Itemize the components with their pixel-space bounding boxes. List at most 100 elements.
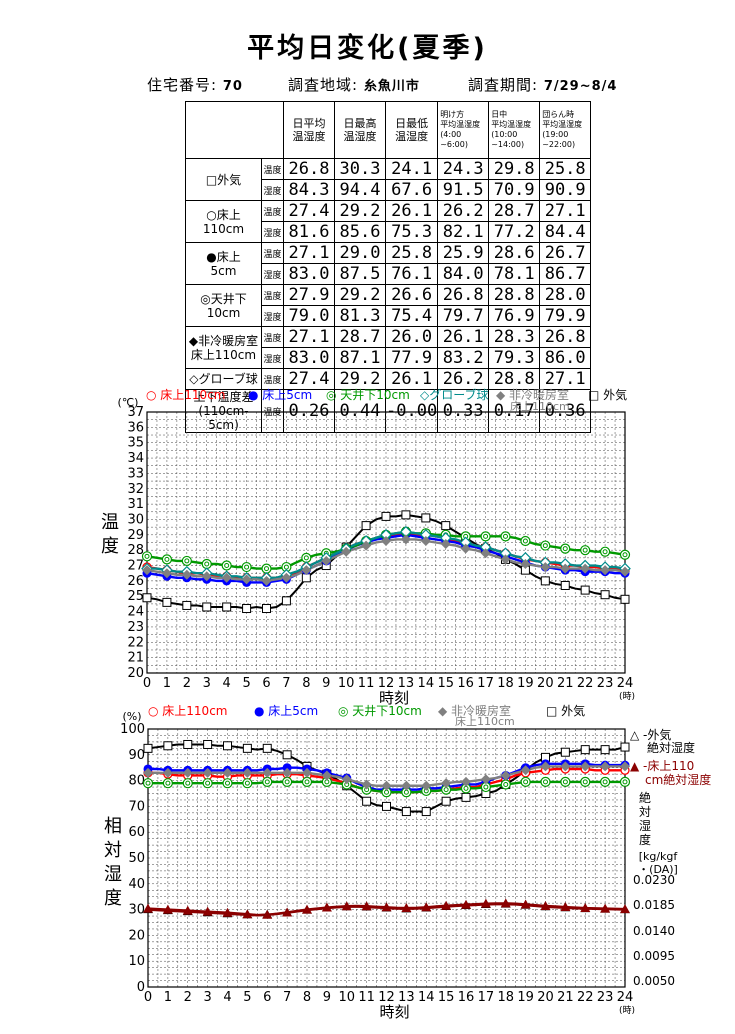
table-cell-temp: 27.9	[283, 284, 335, 306]
hum-y2-unit: [kg/kgf	[639, 850, 679, 863]
temp-y-tick: 24	[127, 605, 144, 620]
marker-shape	[222, 778, 233, 789]
table-cell-temp: 26.1	[384, 368, 439, 390]
marker-shape	[620, 594, 630, 604]
hum-x-tick: 24	[617, 990, 634, 1005]
marker-shape	[301, 565, 312, 576]
temp-series-point-unheated	[440, 539, 451, 550]
marker-shape	[381, 780, 392, 791]
table-cell-hum: 86.0	[539, 347, 592, 369]
table-cell-temp: 28.6	[488, 242, 541, 264]
hum-x-tick: 17	[478, 990, 495, 1005]
hum-y2-tick: 0.0140	[633, 924, 675, 938]
table-cell-temp: 29.8	[488, 158, 541, 180]
table-cell-hum: 70.9	[488, 179, 541, 201]
temp-x-tick: 15	[437, 676, 454, 691]
marker-shape	[262, 776, 273, 787]
table-cell-temp: 26.2	[437, 200, 490, 222]
survey-region: 調査地域: 糸魚川市	[288, 74, 420, 95]
table-cell-hum: 79.9	[539, 305, 592, 327]
hum-x-unit: (時)	[619, 1005, 635, 1016]
temp-series-point-unheated	[480, 548, 491, 559]
marker-shape	[460, 543, 471, 554]
marker-shape	[461, 776, 471, 787]
marker-shape	[284, 779, 290, 785]
marker-shape	[262, 909, 273, 919]
marker-shape	[242, 743, 252, 753]
marker-shape	[321, 770, 332, 781]
legend-unheated-sub: 床上110cm	[510, 400, 570, 413]
hum-series-point-ceiling	[242, 778, 253, 789]
hum-series-point-outdoor	[620, 742, 630, 752]
hum-series-point-abs	[222, 907, 233, 917]
marker-shape	[523, 779, 529, 785]
hum-series-point-ceiling	[600, 776, 611, 787]
marker-shape	[303, 555, 309, 561]
marker-shape	[361, 540, 372, 551]
temp-series-point-ceiling	[580, 545, 591, 556]
hum-series-point-unheated	[480, 774, 491, 785]
hum-series-point-unheated	[182, 767, 193, 778]
hum-x-tick: 6	[263, 990, 271, 1005]
hum-x-tick: 0	[144, 990, 152, 1005]
hum-series-point-ceiling	[619, 776, 631, 787]
marker-shape	[619, 549, 631, 560]
temp-series-point-outdoor	[401, 510, 411, 520]
marker-shape	[540, 562, 551, 573]
marker-shape	[141, 551, 153, 562]
hum-y2-tick: 0.0230	[633, 873, 675, 887]
temp-series-point-unheated	[500, 554, 511, 565]
legend-unheated-hum-sub: 床上110cm	[455, 715, 515, 728]
hum-x-tick: 1	[164, 990, 172, 1005]
temp-x-tick: 0	[143, 676, 151, 691]
hum-x-tick: 21	[557, 990, 574, 1005]
temp-x-label: 時刻	[379, 689, 409, 707]
temp-series-point-outdoor	[381, 511, 391, 521]
hum-x-tick: 18	[497, 990, 514, 1005]
table-cell-temp: 26.8	[539, 326, 592, 348]
temp-series-point-unheated	[520, 558, 531, 569]
hum-x-tick: 19	[517, 990, 534, 1005]
hum-series-point-unheated	[620, 761, 630, 772]
marker-shape	[282, 763, 292, 773]
hum-x-tick: 20	[537, 990, 554, 1005]
marker-shape	[341, 901, 352, 911]
marker-shape	[262, 604, 271, 614]
hum-series-point-unheated	[341, 774, 352, 785]
marker-shape	[540, 900, 551, 910]
hum-x-tick: 9	[323, 990, 331, 1005]
marker-shape	[520, 899, 531, 909]
hum-y-tick: 70	[128, 799, 145, 814]
temp-series-point-unheated	[181, 569, 192, 580]
marker-shape	[582, 779, 588, 785]
marker-shape	[560, 747, 570, 757]
marker-shape	[600, 590, 610, 600]
marker-shape	[480, 898, 491, 908]
table-header-0: 日平均 温湿度	[283, 101, 335, 159]
temp-series-point-unheated	[361, 540, 372, 551]
temp-x-tick: 24	[617, 676, 634, 691]
marker-shape	[361, 521, 371, 531]
temp-series-point-unheated	[142, 565, 152, 576]
temp-series-point-outdoor	[620, 594, 630, 604]
temp-series-point-ceiling	[181, 555, 192, 567]
marker-shape	[580, 563, 591, 574]
legend-abs-floor110-sub: cm絶対湿度	[645, 773, 712, 787]
hum-series-point-abs	[302, 904, 312, 914]
marker-shape	[599, 546, 611, 557]
hum-series-point-unheated	[222, 767, 233, 778]
marker-shape	[182, 778, 193, 789]
marker-shape	[480, 774, 491, 785]
marker-shape	[503, 781, 509, 787]
hum-y2-tick: 0.0050	[633, 974, 675, 988]
hum-x-tick: 23	[597, 990, 614, 1005]
legend-outdoor: □ 外気	[588, 388, 628, 402]
hum-series-point-abs	[580, 903, 591, 913]
hum-x-tick: 11	[358, 990, 375, 1005]
temp-series-point-unheated	[600, 565, 611, 576]
temp-series-point-unheated	[301, 565, 312, 576]
legend-unheated-hum: ◆ 非冷暖房室	[438, 704, 512, 718]
table-cell-temp: 27.1	[539, 200, 592, 222]
hum-series-point-outdoor	[183, 739, 193, 749]
hum-y-tick: 100	[120, 722, 145, 737]
